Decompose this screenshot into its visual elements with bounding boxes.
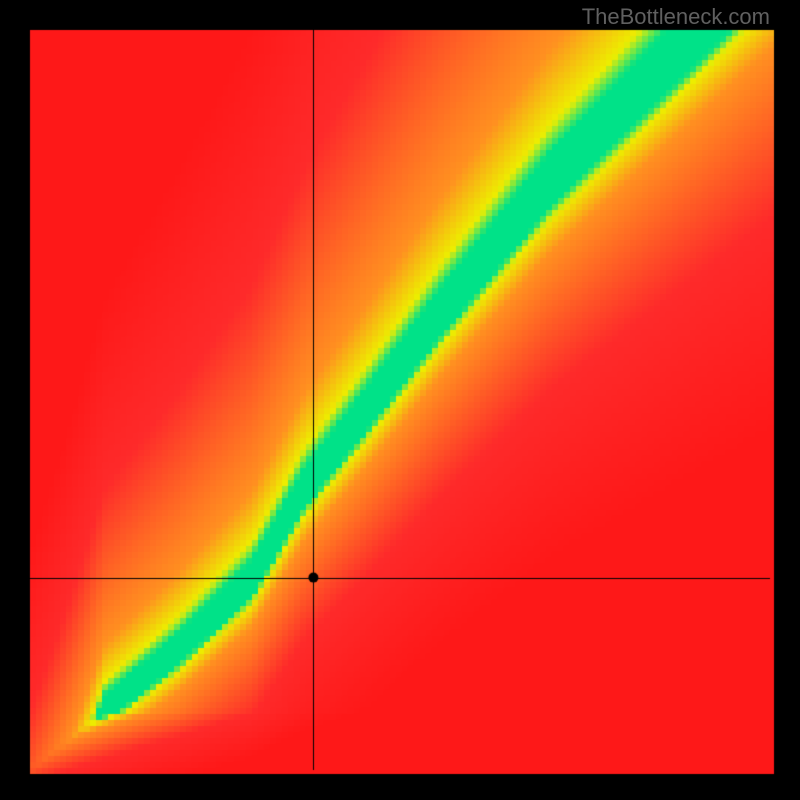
chart-container: TheBottleneck.com [0,0,800,800]
bottleneck-heatmap [0,0,800,800]
watermark-text: TheBottleneck.com [582,4,770,30]
